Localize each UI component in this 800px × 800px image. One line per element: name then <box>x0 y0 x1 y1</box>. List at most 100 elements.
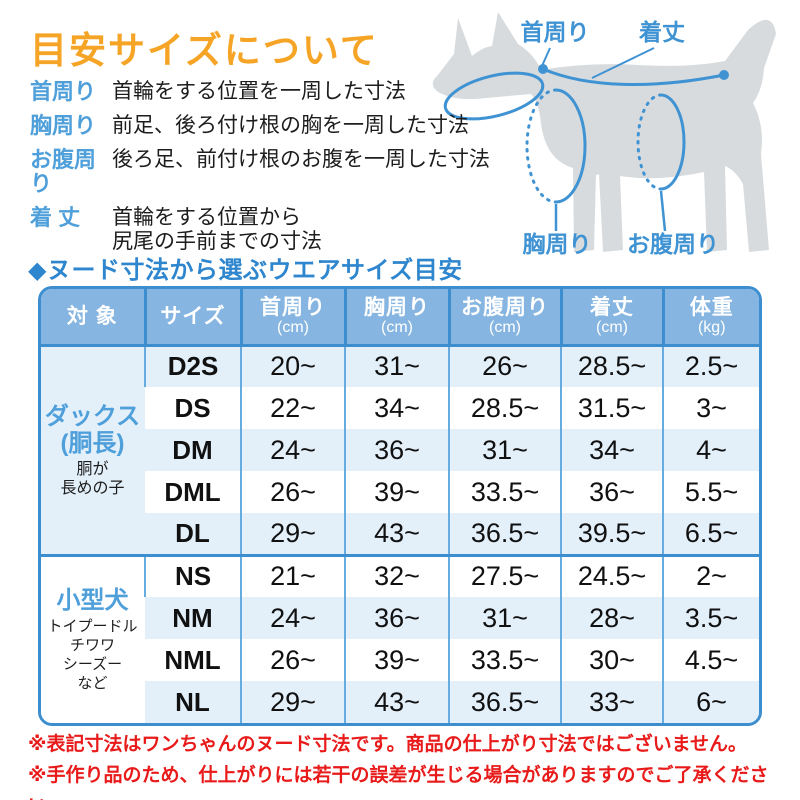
diagram-neck-label: 首周り <box>521 19 590 45</box>
length-line-start-dot <box>538 64 548 74</box>
length-line-end-dot <box>719 70 729 80</box>
length-value: 39.5~ <box>560 513 663 555</box>
size-table: 対 象 サイズ 首周り (cm) 胸周り (cm) お腹周り (cm) 着丈 (cm) … <box>38 286 762 726</box>
col-header-chest: 胸周り (cm) <box>343 289 449 347</box>
belly-value: 33.5~ <box>448 639 561 681</box>
definition-desc: 前足、後ろ付け根の胸を一周した寸法 <box>112 114 469 137</box>
chest-value: 32~ <box>344 553 449 597</box>
table-row: NL 29~ 43~ 36.5~ 33~ 6~ <box>41 681 759 723</box>
size-code: NS <box>144 553 241 597</box>
definition-term: 着 丈 <box>30 205 81 230</box>
table-row: NM 24~ 36~ 31~ 28~ 3.5~ <box>41 597 759 639</box>
size-table-heading: ◆ヌード寸法から選ぶウエアサイズ目安 <box>28 257 463 284</box>
back-length-line <box>542 67 725 86</box>
neck-value: 29~ <box>240 681 345 723</box>
weight-value: 2~ <box>662 553 759 597</box>
definition-desc: 後ろ足、前付け根のお腹を一周した寸法 <box>112 148 490 171</box>
definition-belly: お腹周り 後ろ足、前付け根のお腹を一周した寸法 <box>30 148 500 196</box>
chest-girth-arc-solid <box>555 88 587 204</box>
chest-value: 36~ <box>344 597 449 639</box>
definition-term: 胸周り <box>30 113 97 138</box>
belly-value: 36.5~ <box>448 513 561 555</box>
footnote-nude-size: ※表記寸法はワンちゃんのヌード寸法です。商品の仕上がり寸法ではございません。 <box>28 734 748 755</box>
belly-value: 31~ <box>448 597 561 639</box>
definition-length: 着 丈 首輪をする位置から 尻尾の手前までの寸法 <box>30 206 500 254</box>
table-row: DS 22~ 34~ 28.5~ 31.5~ 3~ <box>41 387 759 429</box>
chest-value: 43~ <box>344 513 449 555</box>
length-label-leader-line <box>591 47 655 79</box>
length-value: 31.5~ <box>560 387 663 429</box>
size-code: DS <box>174 392 211 423</box>
table-row: DML 26~ 39~ 33.5~ 36~ 5.5~ <box>41 471 759 513</box>
table-row: ダックス (胴長) 胴が 長めの子 D2S 20~ 31~ 26~ 28.5~ 2.… <box>41 345 759 555</box>
dog-measurement-diagram: 首周り 着丈 胸周り お腹周り <box>432 12 776 257</box>
size-code: DM <box>145 429 241 471</box>
weight-value: 2.5~ <box>662 345 759 387</box>
diagram-belly-label: お腹周り <box>627 231 719 257</box>
measurement-definitions: 首周り 首輪をする位置を一周した寸法 胸周り 前足、後ろ付け根の胸を一周した寸法… <box>30 80 500 264</box>
belly-girth-arc-solid <box>660 93 686 191</box>
chest-value: 31~ <box>344 345 449 387</box>
table-header-row: 対 象 サイズ 首周り (cm) 胸周り (cm) お腹周り (cm) 着丈 (cm) … <box>41 289 759 347</box>
footnotes: ※表記寸法はワンちゃんのヌード寸法です。商品の仕上がり寸法ではございません。 ※… <box>28 729 800 800</box>
weight-value: 3~ <box>662 387 759 429</box>
definition-term: 首周り <box>30 79 97 104</box>
definition-chest: 胸周り 前足、後ろ付け根の胸を一周した寸法 <box>30 114 500 138</box>
chest-value: 39~ <box>344 639 449 681</box>
subject-group-dachshund: ダックス (胴長) 胴が 長めの子 <box>41 345 145 555</box>
weight-value: 4~ <box>662 429 759 471</box>
col-header-size: サイズ <box>143 289 241 347</box>
table-row: DM 24~ 36~ 31~ 34~ 4~ <box>41 429 759 471</box>
definition-term: お腹周り <box>30 147 97 196</box>
belly-value: 27.5~ <box>448 553 561 597</box>
neck-label-leader-line <box>541 47 551 67</box>
diagram-chest-label: 胸周り <box>523 231 592 257</box>
neck-value: 26~ <box>240 639 345 681</box>
size-code: NL <box>145 681 241 723</box>
table-row: NML 26~ 39~ 33.5~ 30~ 4.5~ <box>41 639 759 681</box>
weight-value: 6~ <box>662 681 759 723</box>
length-value: 28~ <box>560 597 663 639</box>
footnote-handmade: ※手作り品のため、仕上がりには若干の誤差が生じる場合がありますのでご了承ください… <box>28 765 769 800</box>
length-value: 34~ <box>560 429 663 471</box>
weight-value: 5.5~ <box>662 471 759 513</box>
size-code: NM <box>145 597 241 639</box>
length-value: 33~ <box>560 681 663 723</box>
length-value: 28.5~ <box>560 345 663 387</box>
size-code: DL <box>145 513 241 555</box>
col-header-length: 着丈 (cm) <box>559 289 663 347</box>
definition-desc: 首輪をする位置から 尻尾の手前までの寸法 <box>112 206 322 254</box>
size-code: DML <box>164 476 221 507</box>
definition-neck: 首周り 首輪をする位置を一周した寸法 <box>30 80 500 104</box>
neck-value: 26~ <box>240 471 345 513</box>
belly-value: 36.5~ <box>448 681 561 723</box>
diagram-length-label: 着丈 <box>639 19 685 45</box>
chest-value: 43~ <box>344 681 449 723</box>
chest-value: 34~ <box>344 387 449 429</box>
belly-value: 31~ <box>448 429 561 471</box>
belly-value: 28.5~ <box>448 387 561 429</box>
chest-value: 39~ <box>344 471 449 513</box>
definition-desc-line2: 尻尾の手前までの寸法 <box>112 230 322 253</box>
length-value: 30~ <box>560 639 663 681</box>
neck-value: 24~ <box>240 597 345 639</box>
definition-desc: 首輪をする位置を一周した寸法 <box>112 80 406 103</box>
neck-value: 24~ <box>240 429 345 471</box>
neck-girth-ellipse <box>443 71 545 121</box>
chest-girth-arc-dotted <box>525 88 558 204</box>
neck-value: 20~ <box>240 345 345 387</box>
table-row: 小型犬 トイプードル チワワ シーズー など NS 21~ 32~ 27.5~ … <box>41 553 759 723</box>
belly-girth-arc-dotted <box>636 93 663 191</box>
col-header-neck: 首周り (cm) <box>239 289 345 347</box>
length-value: 24.5~ <box>560 553 663 597</box>
length-value: 36~ <box>560 471 663 513</box>
neck-value: 21~ <box>240 553 345 597</box>
belly-value: 26~ <box>448 345 561 387</box>
table-row: DL 29~ 43~ 36.5~ 39.5~ 6.5~ <box>41 513 759 555</box>
weight-value: 4.5~ <box>662 639 759 681</box>
size-code: NML <box>164 644 221 675</box>
page-title: 目安サイズについて <box>30 30 379 71</box>
col-header-belly: お腹周り (cm) <box>447 289 561 347</box>
neck-value: 29~ <box>240 513 345 555</box>
